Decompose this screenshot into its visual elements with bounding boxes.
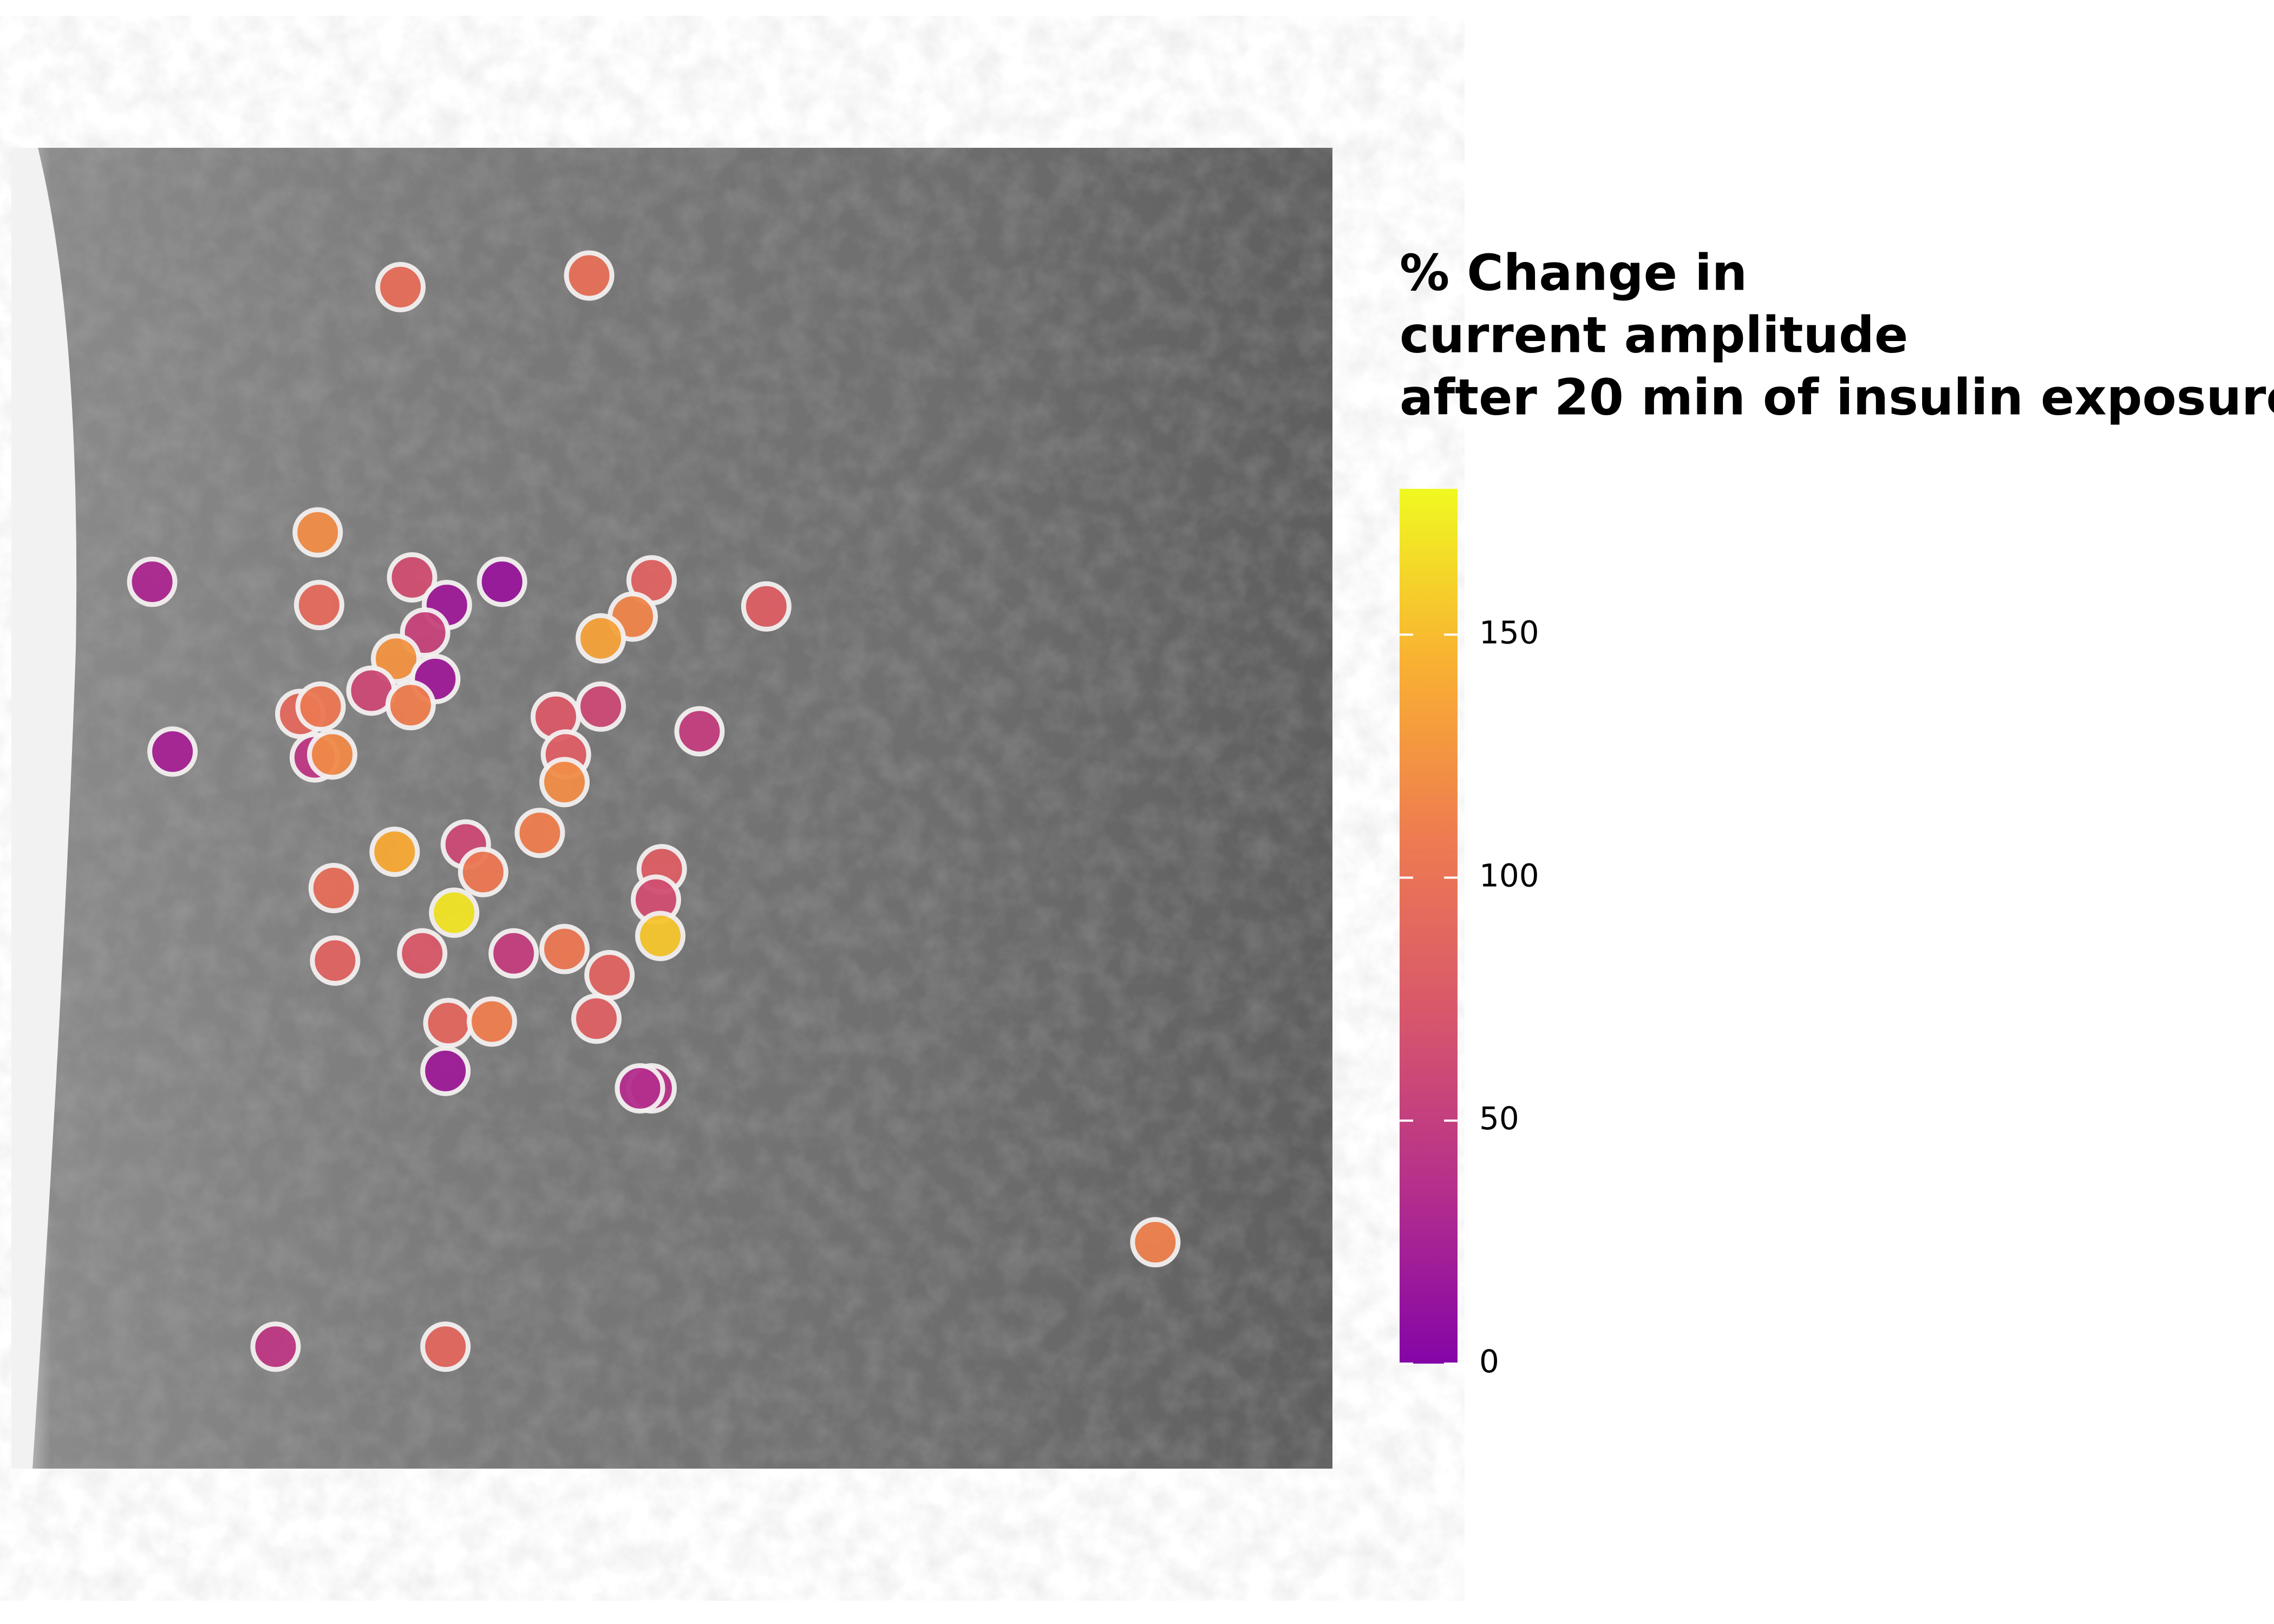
point <box>310 935 361 986</box>
point <box>584 949 635 1000</box>
point <box>385 680 436 731</box>
point <box>127 556 178 607</box>
point <box>397 928 448 979</box>
micrograph <box>11 148 1332 1469</box>
point <box>308 862 359 913</box>
point <box>564 250 615 301</box>
point <box>420 1045 471 1096</box>
point <box>307 729 358 780</box>
point <box>458 847 508 898</box>
point <box>387 552 437 603</box>
point <box>615 1063 665 1114</box>
point <box>293 580 344 631</box>
colorbar-tick-label: 100 <box>1479 857 1539 894</box>
point <box>476 556 527 607</box>
point <box>147 726 198 777</box>
point <box>488 928 539 979</box>
point <box>250 1321 301 1372</box>
point <box>292 507 343 558</box>
legend-title: % Change in <box>1400 244 1747 302</box>
point <box>375 261 426 312</box>
point <box>674 706 725 757</box>
point <box>741 581 792 632</box>
points <box>127 250 1181 1372</box>
colorbar <box>1400 489 1458 1364</box>
point <box>576 681 626 732</box>
legend-title: after 20 min of insulin exposure <box>1400 368 2274 426</box>
point <box>539 757 590 808</box>
colorbar-tick-label: 50 <box>1479 1100 1519 1137</box>
point <box>369 826 420 877</box>
point <box>295 681 346 732</box>
point <box>1130 1217 1181 1268</box>
point <box>429 887 480 938</box>
point <box>514 808 565 859</box>
colorbar-tick-label: 150 <box>1479 614 1539 651</box>
point <box>467 996 518 1047</box>
legend-title: current amplitude <box>1400 306 1908 364</box>
point <box>423 998 474 1049</box>
point <box>635 911 686 961</box>
point <box>571 993 622 1044</box>
colorbar-tick-label: 0 <box>1479 1343 1499 1380</box>
point <box>539 924 590 974</box>
point <box>420 1321 471 1372</box>
point <box>576 613 626 664</box>
